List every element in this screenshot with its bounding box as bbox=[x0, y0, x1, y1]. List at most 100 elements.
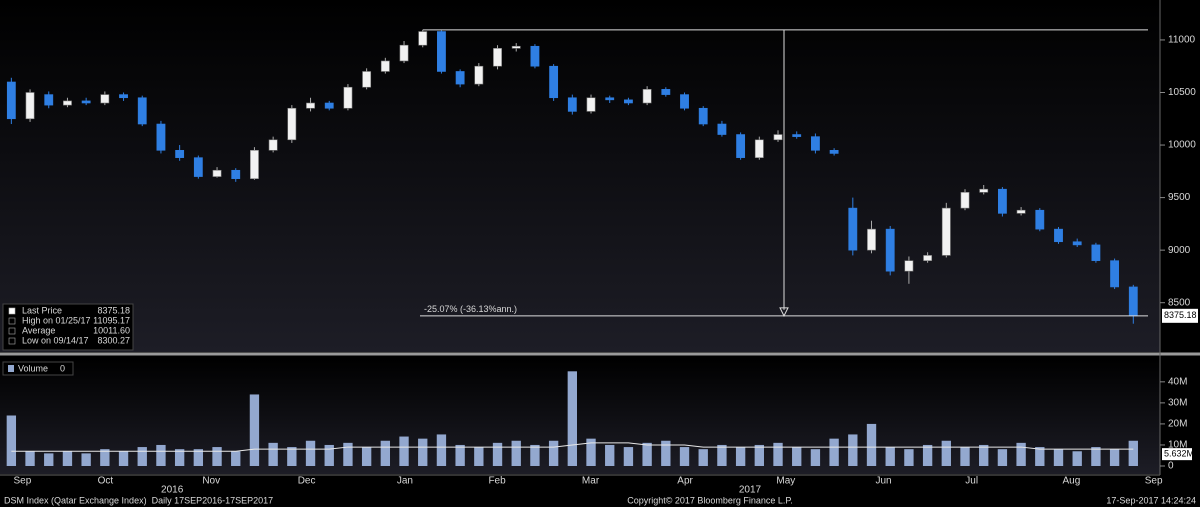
volume-bar bbox=[548, 440, 559, 466]
candle-body bbox=[979, 188, 989, 193]
volume-legend-value: 0 bbox=[60, 363, 65, 373]
volume-bar bbox=[287, 447, 297, 466]
candle-body bbox=[1128, 286, 1138, 317]
volume-bar bbox=[960, 447, 970, 466]
volume-bar bbox=[81, 453, 91, 466]
volume-bar bbox=[231, 451, 241, 466]
candle-body bbox=[6, 81, 16, 120]
price-tag-box bbox=[1162, 308, 1198, 323]
volume-bar bbox=[1072, 451, 1082, 466]
candle-body bbox=[44, 94, 54, 106]
volume-bar bbox=[810, 449, 821, 466]
x-tick-label: Dec bbox=[298, 476, 316, 487]
candle-body bbox=[829, 150, 839, 154]
candle-body bbox=[418, 31, 428, 46]
legend-value: 10011.60 bbox=[93, 325, 130, 335]
volume-bar bbox=[530, 444, 540, 466]
volume-bar bbox=[268, 442, 278, 466]
candle-body bbox=[680, 94, 689, 109]
candle-body bbox=[848, 207, 858, 251]
volume-bar bbox=[212, 447, 222, 466]
candle-body bbox=[624, 99, 633, 104]
x-tick-label: Apr bbox=[677, 476, 693, 487]
x-tick-label: Mar bbox=[582, 476, 600, 487]
volume-bar bbox=[605, 444, 615, 466]
volume-bar bbox=[62, 451, 73, 466]
candle-body bbox=[455, 71, 465, 85]
volume-bar bbox=[735, 447, 746, 466]
x-tick-label: Aug bbox=[1063, 476, 1081, 487]
legend-icon bbox=[8, 307, 16, 315]
volume-bar bbox=[174, 449, 185, 466]
y-tick-label: 20M bbox=[1168, 419, 1187, 430]
candle-body bbox=[1016, 209, 1026, 214]
legend-icon bbox=[8, 327, 16, 335]
candle-body bbox=[792, 134, 802, 137]
candle-body bbox=[175, 150, 185, 158]
volume-legend-label: Volume bbox=[18, 363, 48, 373]
volume-bar bbox=[773, 442, 783, 466]
price-panel bbox=[0, 0, 1160, 352]
volume-bar bbox=[1016, 442, 1026, 466]
legend-value: 8375.18 bbox=[97, 305, 130, 315]
legend-label: Last Price bbox=[22, 305, 62, 315]
candle-body bbox=[941, 207, 951, 256]
y-tick-label: 10000 bbox=[1168, 140, 1196, 151]
volume-bar bbox=[305, 440, 316, 466]
volume-bar bbox=[156, 444, 166, 466]
volume-bar bbox=[380, 440, 391, 466]
legend-label: Average bbox=[22, 325, 55, 335]
change-label: -25.07% (-36.13%ann.) bbox=[424, 304, 517, 314]
volume-bar bbox=[866, 423, 877, 466]
candle-body bbox=[904, 260, 914, 272]
y-tick-label: 10500 bbox=[1168, 87, 1196, 98]
candle-body bbox=[642, 89, 652, 104]
x-tick-label: Feb bbox=[488, 476, 506, 487]
volume-bar bbox=[792, 447, 802, 466]
candle-body bbox=[399, 44, 409, 62]
candle-body bbox=[493, 48, 502, 67]
candle-body bbox=[811, 136, 820, 151]
year-label: 2017 bbox=[739, 485, 762, 496]
volume-bar bbox=[399, 436, 409, 466]
volume-bar bbox=[679, 447, 690, 466]
y-tick-label: 11000 bbox=[1168, 35, 1196, 46]
volume-bar bbox=[922, 444, 933, 466]
volume-bar bbox=[941, 440, 951, 466]
candle-body bbox=[867, 228, 876, 251]
arrow-head bbox=[779, 307, 789, 317]
footer-right: 17-Sep-2017 14:24:24 bbox=[1106, 495, 1196, 505]
volume-bar bbox=[829, 438, 839, 466]
volume-bar bbox=[754, 444, 764, 466]
volume-bar bbox=[567, 371, 577, 466]
legend-label: Low on 09/14/17 bbox=[22, 335, 89, 345]
x-tick-label: Jan bbox=[397, 476, 413, 487]
candle-body bbox=[137, 97, 147, 125]
volume-bar bbox=[1035, 447, 1045, 466]
volume-bar bbox=[904, 449, 914, 466]
x-tick-label: Oct bbox=[98, 476, 114, 487]
volume-bar bbox=[474, 447, 484, 466]
candle-body bbox=[343, 86, 353, 109]
candle-body bbox=[156, 123, 166, 151]
footer-left: DSM Index (Qatar Exchange Index) Daily 1… bbox=[4, 495, 273, 505]
volume-bar bbox=[1109, 449, 1120, 466]
volume-bar bbox=[885, 447, 895, 466]
volume-bar bbox=[717, 444, 727, 466]
legend-icon bbox=[8, 337, 16, 345]
footer-center: Copyright© 2017 Bloomberg Finance L.P. bbox=[627, 495, 793, 505]
volume-average bbox=[11, 442, 1134, 452]
y-tick-label: 40M bbox=[1168, 376, 1187, 387]
candle-body bbox=[250, 150, 259, 179]
candle-body bbox=[586, 97, 596, 112]
volume-bar bbox=[698, 449, 708, 466]
candle-body bbox=[549, 65, 559, 99]
candle-body bbox=[661, 89, 671, 95]
volume-bar bbox=[1053, 449, 1064, 466]
candle-body bbox=[511, 45, 521, 49]
volume-bar bbox=[137, 447, 147, 466]
x-tick-label: Sep bbox=[1145, 476, 1163, 487]
x-tick-label: May bbox=[776, 476, 795, 487]
candle-body bbox=[437, 31, 446, 72]
